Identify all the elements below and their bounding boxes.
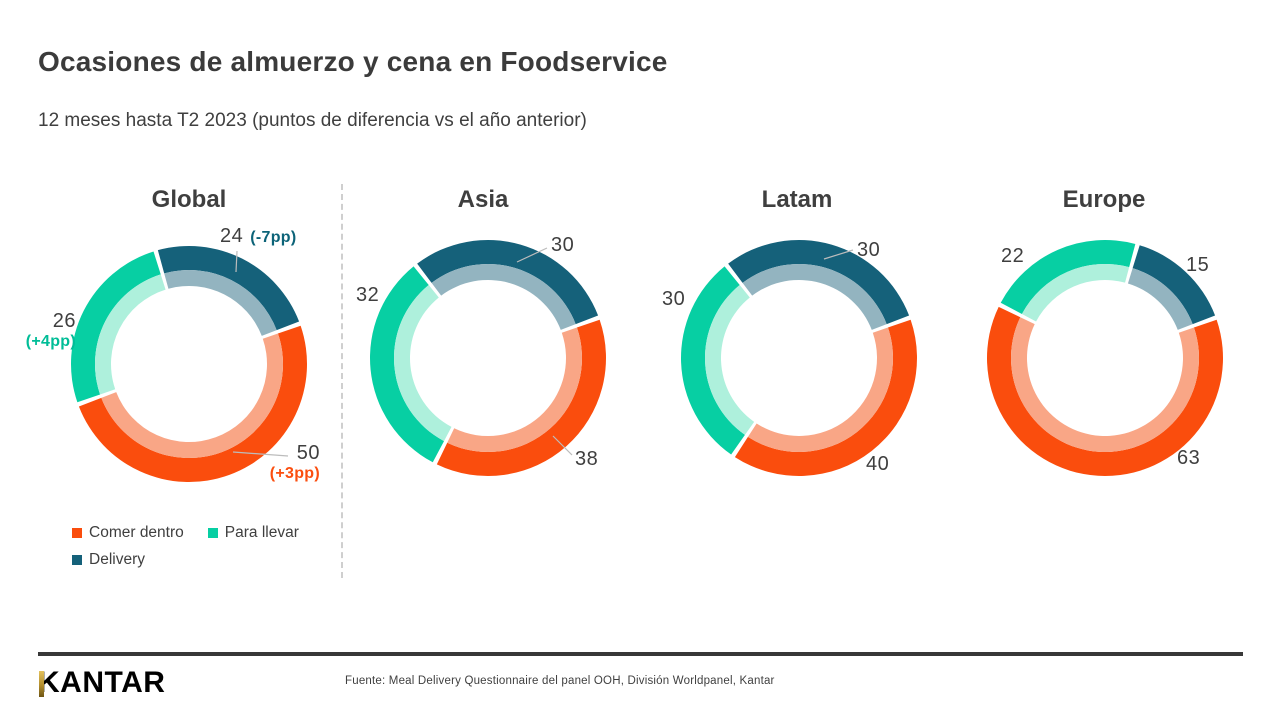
label-asia-para-llevar: 32	[356, 284, 379, 307]
legend-swatch-para-llevar-icon	[207, 528, 218, 538]
legend-item-para-llevar: Para llevar	[207, 524, 299, 542]
chart-title-asia: Asia	[457, 186, 509, 213]
donut-segment-outer-delivery	[728, 239, 910, 325]
label-value: 40	[866, 453, 890, 475]
donut-segment-inner-delivery	[164, 270, 277, 336]
source-note: Fuente: Meal Delivery Questionnaire del …	[345, 675, 775, 687]
label-value: 24	[220, 225, 244, 247]
label-value: 38	[575, 448, 599, 470]
donut-segment-inner-delivery	[431, 263, 576, 330]
donut-segment-inner-para_llevar	[705, 285, 755, 435]
label-value: 22	[1001, 245, 1025, 267]
legend-swatch-comer-dentro-icon	[72, 528, 82, 538]
donut-segment-inner-comer_dentro	[101, 333, 284, 459]
section-divider	[341, 184, 343, 578]
donut-chart-global	[71, 245, 308, 483]
kantar-logo: KANTAR	[38, 666, 166, 699]
label-value: 15	[1186, 254, 1210, 276]
donut-segment-outer-delivery	[1132, 245, 1216, 325]
label-value: 32	[356, 284, 380, 306]
page-title: Ocasiones de almuerzo y cena en Foodserv…	[38, 46, 668, 77]
legend-item-comer-dentro: Comer dentro	[72, 524, 184, 542]
label-latam-delivery: 30	[857, 239, 880, 262]
donut-segment-inner-delivery	[1127, 268, 1193, 330]
label-global-delivery: 24 (-7pp)	[220, 225, 296, 248]
donut-segment-inner-delivery	[742, 263, 887, 330]
legend-item-delivery: Delivery	[72, 551, 145, 569]
label-value: 30	[662, 288, 686, 310]
chart-title-latam: Latam	[761, 186, 833, 213]
page-subtitle: 12 meses hasta T2 2023 (puntos de difere…	[38, 110, 587, 131]
donut-segment-outer-para_llevar	[1000, 240, 1136, 315]
donut-chart-latam	[680, 239, 917, 477]
legend-label: Para llevar	[224, 524, 299, 541]
legend-swatch-delivery-icon	[72, 555, 82, 565]
donut-segment-outer-para_llevar	[370, 266, 445, 463]
kantar-logo-gold-bar-icon	[39, 671, 44, 697]
donut-segment-outer-comer_dentro	[986, 306, 1223, 477]
donut-segment-outer-para_llevar	[71, 251, 161, 403]
label-europe-comer-dentro: 63	[1177, 447, 1200, 470]
label-value: 30	[551, 234, 575, 256]
donut-segment-outer-para_llevar	[680, 266, 745, 455]
label-value: 63	[1177, 447, 1201, 469]
donut-chart-asia	[370, 239, 606, 476]
label-delta: (+4pp)	[25, 333, 76, 350]
label-latam-para-llevar: 30	[662, 288, 685, 311]
label-value: 26	[52, 310, 76, 332]
donut-segment-inner-para_llevar	[95, 274, 166, 395]
donut-segment-outer-delivery	[417, 239, 599, 325]
donut-segment-inner-comer_dentro	[1011, 317, 1199, 453]
donut-segment-inner-comer_dentro	[747, 327, 893, 452]
label-global-para-llevar: 26 (+4pp)	[6, 310, 76, 351]
donut-segment-inner-para_llevar	[1021, 264, 1130, 322]
label-europe-delivery: 15	[1186, 254, 1209, 277]
donut-segment-outer-delivery	[157, 245, 300, 331]
label-value: 50	[296, 442, 320, 464]
label-value: 30	[857, 239, 881, 261]
label-latam-comer-dentro: 40	[866, 453, 889, 476]
label-asia-delivery: 30	[551, 234, 574, 257]
donut-segment-inner-para_llevar	[394, 285, 452, 442]
chart-title-global: Global	[151, 186, 227, 213]
label-delta: (-7pp)	[250, 229, 297, 246]
label-europe-para-llevar: 22	[1001, 245, 1024, 268]
donut-segment-outer-comer_dentro	[734, 319, 917, 477]
legend-label: Comer dentro	[89, 524, 184, 541]
label-global-comer-dentro: 50 (+3pp)	[246, 442, 320, 483]
donut-segment-outer-comer_dentro	[78, 325, 308, 483]
footer-divider	[38, 652, 1243, 656]
donut-segment-inner-comer_dentro	[447, 327, 582, 452]
label-delta: (+3pp)	[269, 465, 320, 482]
donut-chart-europe	[986, 240, 1223, 477]
legend-label: Delivery	[89, 551, 145, 568]
chart-title-europe: Europe	[1062, 186, 1146, 213]
chart-legend: Comer dentro Para llevar Delivery	[72, 524, 332, 578]
label-asia-comer-dentro: 38	[575, 448, 598, 471]
